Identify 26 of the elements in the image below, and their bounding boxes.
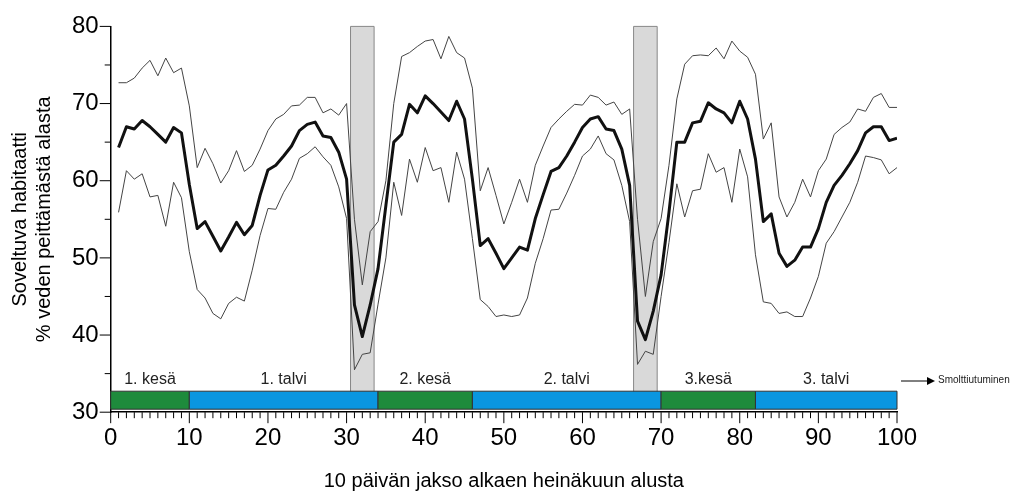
band-label: 1. kesä <box>124 370 176 388</box>
x-tick-label: 70 <box>647 423 675 451</box>
x-tick-label: 0 <box>104 423 118 451</box>
band-label: 2. kesä <box>399 370 452 388</box>
y-axis-title: Soveltuva habitaatti % veden peittämästä alasta <box>7 95 54 343</box>
y-tick-label: 70 <box>71 88 99 116</box>
y-tick-label: 60 <box>71 165 99 193</box>
y-tick-label: 30 <box>71 396 99 424</box>
x-tick-label: 10 <box>175 423 203 451</box>
x-tick-label: 90 <box>805 423 832 451</box>
x-tick-label: 20 <box>254 423 282 451</box>
x-tick-label: 40 <box>411 423 439 451</box>
band-label: 3. talvi <box>803 370 850 388</box>
x-tick-label: 80 <box>726 423 754 451</box>
x-tick-label: 30 <box>333 423 360 451</box>
x-tick-label: 100 <box>876 423 918 451</box>
band-label: 2. talvi <box>543 370 590 388</box>
y-tick-label: 40 <box>71 319 99 347</box>
band-label: 3.kesä <box>684 370 732 388</box>
x-tick-label: 50 <box>490 423 518 451</box>
band-label: 1. talvi <box>260 370 307 388</box>
x-axis-title: 10 päivän jakso alkaen heinäkuun alusta <box>323 468 685 491</box>
y-tick-label: 80 <box>71 11 99 39</box>
y-tick-label: 50 <box>71 242 99 270</box>
x-tick-label: 60 <box>569 423 596 451</box>
text: Smolttiutuminen <box>938 374 1010 386</box>
